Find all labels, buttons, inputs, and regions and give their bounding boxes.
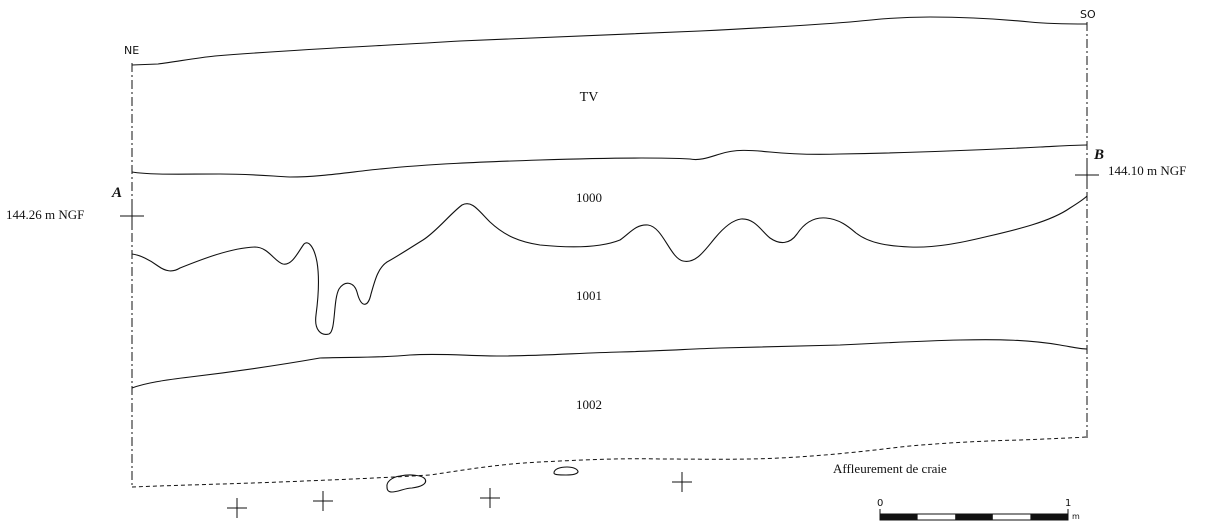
scale-bar-unit-label: m — [1072, 512, 1080, 521]
chalk-outcrop-line — [131, 436, 1088, 488]
chalk-symbol-cross — [480, 488, 500, 508]
reference-point-a-elevation: 144.26 m NGF — [6, 207, 84, 222]
scale-bar-end-label: 1 — [1065, 498, 1071, 509]
reference-point-a-cross — [120, 204, 144, 228]
l1000-1001-interface-line — [131, 195, 1088, 335]
chalk-block-outline — [553, 466, 579, 476]
chalk-outcrop-label: Affleurement de craie — [833, 461, 947, 476]
chalk-symbol-cross — [672, 472, 692, 492]
layer-tv-label: TV — [580, 90, 599, 105]
layer-1000-label: 1000 — [576, 190, 602, 205]
scale-bar — [879, 509, 1069, 521]
chalk-symbol-cross — [313, 491, 333, 511]
tv-1000-interface-line — [131, 144, 1088, 178]
scale-bar-start-label: 0 — [877, 498, 883, 509]
chalk-symbol-cross — [227, 498, 247, 518]
layer-1002-label: 1002 — [576, 397, 602, 412]
layer-1001-label: 1001 — [576, 288, 602, 303]
orientation-ne-label: NE — [124, 44, 139, 57]
reference-point-b-elevation: 144.10 m NGF — [1108, 163, 1186, 178]
reference-point-a-letter: A — [111, 185, 122, 201]
ground-surface-line — [131, 16, 1088, 66]
chalk-block-outline — [386, 474, 427, 493]
reference-point-b-letter: B — [1093, 147, 1104, 163]
reference-point-b-cross — [1075, 163, 1099, 187]
l1001-1002-interface-line — [131, 339, 1088, 389]
orientation-so-label: SO — [1080, 8, 1096, 21]
